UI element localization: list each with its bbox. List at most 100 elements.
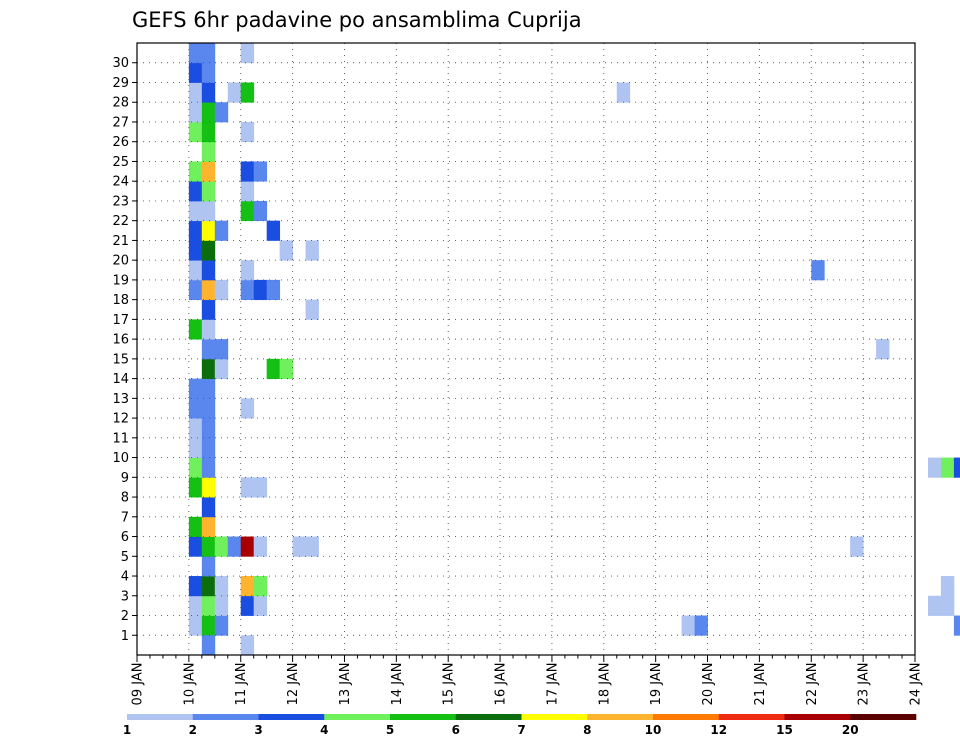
heatmap-cells bbox=[188, 43, 960, 656]
heatmap-cell bbox=[201, 279, 216, 301]
heatmap-cell bbox=[201, 477, 216, 498]
y-tick-label: 1 bbox=[121, 629, 129, 644]
heatmap-cell bbox=[616, 82, 631, 103]
heatmap-cell bbox=[201, 141, 216, 162]
colorbar-swatch bbox=[850, 714, 917, 720]
heatmap-cell bbox=[253, 477, 268, 498]
heatmap-cell bbox=[240, 260, 255, 281]
heatmap-cell bbox=[201, 319, 216, 340]
colorbar-swatch bbox=[784, 714, 851, 720]
colorbar-label: 12 bbox=[710, 723, 727, 737]
heatmap-cell bbox=[927, 457, 942, 478]
colorbar-label: 7 bbox=[517, 723, 525, 737]
heatmap-cell bbox=[279, 240, 293, 261]
heatmap-cell bbox=[201, 378, 216, 399]
heatmap-cell bbox=[188, 220, 203, 241]
y-tick-label: 25 bbox=[112, 155, 129, 170]
heatmap-cell bbox=[292, 536, 306, 557]
heatmap-cell bbox=[188, 102, 203, 123]
heatmap-cell bbox=[214, 339, 229, 360]
y-tick-label: 22 bbox=[112, 214, 129, 229]
chart-title: GEFS 6hr padavine po ansamblima Cuprija bbox=[132, 8, 582, 32]
y-tick-label: 7 bbox=[121, 510, 129, 525]
heatmap-cell bbox=[188, 319, 203, 340]
y-tick-label: 8 bbox=[121, 491, 129, 506]
heatmap-cell bbox=[201, 43, 216, 64]
heatmap-cell bbox=[201, 358, 216, 380]
heatmap-cell bbox=[188, 615, 203, 636]
heatmap-cell bbox=[240, 279, 255, 301]
y-tick-label: 16 bbox=[112, 333, 129, 348]
heatmap-cell bbox=[201, 299, 216, 320]
x-tick-label: 23 JAN bbox=[857, 663, 872, 706]
heatmap-cell bbox=[201, 121, 216, 143]
y-tick-label: 18 bbox=[112, 293, 129, 308]
heatmap-cell bbox=[876, 339, 890, 360]
heatmap-cell bbox=[240, 595, 255, 616]
heatmap-cell bbox=[811, 260, 825, 281]
heatmap-cell bbox=[940, 595, 955, 616]
heatmap-cell bbox=[305, 240, 319, 261]
heatmap-cell bbox=[188, 260, 203, 281]
colorbar-swatch bbox=[258, 714, 325, 720]
heatmap-cell bbox=[201, 102, 216, 123]
heatmap-cell bbox=[227, 536, 242, 557]
heatmap-cell bbox=[214, 279, 229, 301]
heatmap-cell bbox=[214, 615, 229, 636]
heatmap-cell bbox=[201, 615, 216, 636]
heatmap-cell bbox=[240, 477, 255, 498]
heatmap-cell bbox=[240, 161, 255, 182]
colorbar-label: 8 bbox=[583, 723, 591, 737]
heatmap-cell bbox=[214, 536, 229, 557]
heatmap-cell bbox=[188, 398, 203, 419]
heatmap-cell bbox=[201, 437, 216, 458]
heatmap-cell bbox=[188, 378, 203, 399]
x-tick-label: 21 JAN bbox=[753, 663, 768, 706]
x-tick-label: 14 JAN bbox=[390, 663, 405, 706]
y-tick-label: 21 bbox=[112, 234, 129, 249]
heatmap-cell bbox=[266, 220, 281, 241]
heatmap-cell bbox=[188, 516, 203, 537]
heatmap-cell bbox=[201, 181, 216, 202]
heatmap-cell bbox=[201, 200, 216, 222]
heatmap-cell bbox=[201, 556, 216, 577]
heatmap-cell bbox=[214, 220, 229, 241]
heatmap-cell bbox=[214, 358, 229, 380]
heatmap-cell bbox=[201, 418, 216, 439]
heatmap-cell bbox=[253, 595, 268, 616]
heatmap-cell bbox=[188, 437, 203, 458]
y-tick-label: 11 bbox=[112, 431, 129, 446]
dotted-grid bbox=[137, 43, 915, 655]
y-tick-label: 12 bbox=[112, 412, 129, 427]
x-tick-label: 18 JAN bbox=[597, 663, 612, 706]
heatmap-cell bbox=[188, 477, 203, 498]
heatmap-cell bbox=[253, 161, 268, 182]
y-tick-label: 27 bbox=[112, 115, 129, 130]
y-tick-label: 6 bbox=[121, 530, 129, 545]
x-tick-label: 10 JAN bbox=[182, 663, 197, 706]
heatmap-cell bbox=[201, 82, 216, 103]
heatmap-cell bbox=[188, 457, 203, 478]
heatmap-cell bbox=[214, 102, 229, 123]
x-tick-label: 16 JAN bbox=[494, 663, 509, 706]
heatmap-cell bbox=[253, 200, 268, 222]
x-tick-label: 11 JAN bbox=[234, 663, 249, 706]
heatmap-cell bbox=[188, 121, 203, 143]
heatmap-cell bbox=[201, 595, 216, 616]
colorbar-label: 10 bbox=[645, 723, 662, 737]
colorbar-swatch bbox=[127, 714, 194, 720]
heatmap-cell bbox=[953, 457, 960, 478]
heatmap-cell bbox=[201, 220, 216, 241]
y-tick-label: 10 bbox=[112, 451, 129, 466]
y-tick-label: 30 bbox=[112, 56, 129, 71]
heatmap-cell bbox=[201, 398, 216, 419]
heatmap-cell bbox=[850, 536, 864, 557]
y-tick-label: 13 bbox=[112, 392, 129, 407]
heatmap-cell bbox=[201, 260, 216, 281]
heatmap-cell bbox=[240, 82, 255, 103]
heatmap-cell bbox=[188, 279, 203, 301]
y-tick-label: 28 bbox=[112, 96, 129, 111]
x-tick-label: 17 JAN bbox=[545, 663, 560, 706]
heatmap-cell bbox=[240, 576, 255, 597]
colorbar-label: 20 bbox=[842, 723, 859, 737]
